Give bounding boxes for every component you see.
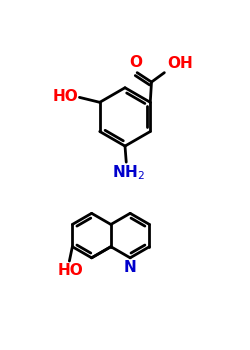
Text: N: N [124,260,136,274]
Text: O: O [130,55,142,70]
Text: NH$_2$: NH$_2$ [112,164,145,182]
Text: HO: HO [57,263,83,278]
Text: OH: OH [167,56,193,71]
Text: HO: HO [52,89,78,104]
